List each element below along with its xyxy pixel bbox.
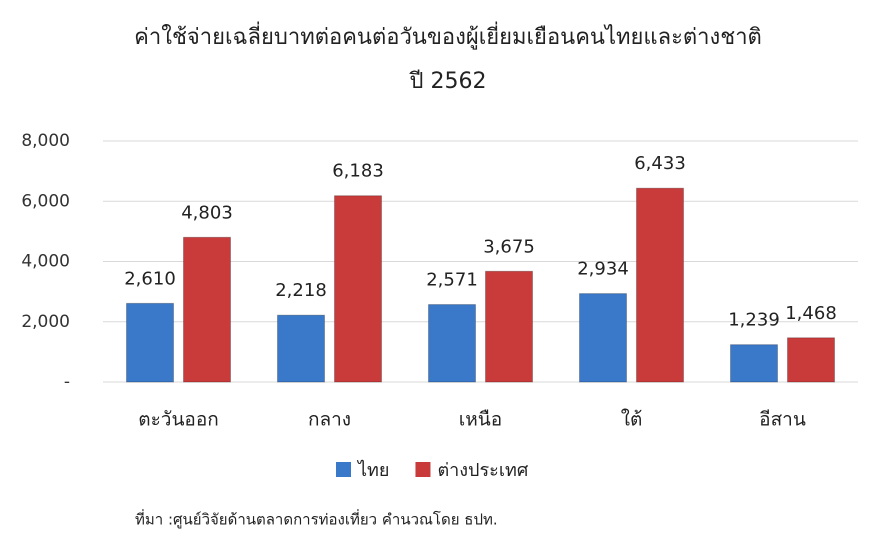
bar [579,293,627,383]
y-tick-label: 2,000 [21,312,70,332]
chart-title: ค่าใช้จ่ายเฉลี่ยบาทต่อคนต่อวันของผู้เยี่… [134,21,762,50]
bar [277,314,325,383]
value-label: 6,433 [634,153,686,174]
legend-swatch [336,462,351,477]
value-label: 1,239 [728,310,780,331]
y-tick-label: 8,000 [21,131,70,151]
y-tick-label: 4,000 [21,252,70,272]
value-label: 3,675 [483,236,535,257]
x-tick-label: อีสาน [759,409,806,431]
value-label: 2,934 [577,259,629,280]
bar [428,304,476,383]
chart-subtitle: ปี 2562 [408,69,486,94]
value-label: 6,183 [332,161,384,182]
x-tick-label: ตะวันออก [138,409,219,431]
value-label: 4,803 [181,202,233,223]
value-label: 2,571 [426,270,478,291]
bar [636,187,684,383]
bar [787,337,835,383]
value-label: 2,610 [124,268,176,289]
legend-label: ต่างประเทศ [437,460,528,481]
legend-label: ไทย [356,459,389,481]
bar [183,236,231,383]
source-note: ที่มา :ศูนย์วิจัยด้านตลาดการท่องเที่ยว ค… [135,509,498,529]
bar [334,195,382,383]
x-tick-label: กลาง [308,409,351,431]
y-tick-label: - [64,372,70,392]
bar [485,270,533,383]
value-label: 2,218 [275,280,327,301]
bar [730,344,778,383]
value-label: 1,468 [785,303,837,324]
x-tick-label: เหนือ [459,409,502,431]
bar [126,302,174,383]
y-tick-label: 6,000 [21,191,70,211]
legend-swatch [415,462,431,477]
x-tick-label: ใต้ [621,409,643,431]
